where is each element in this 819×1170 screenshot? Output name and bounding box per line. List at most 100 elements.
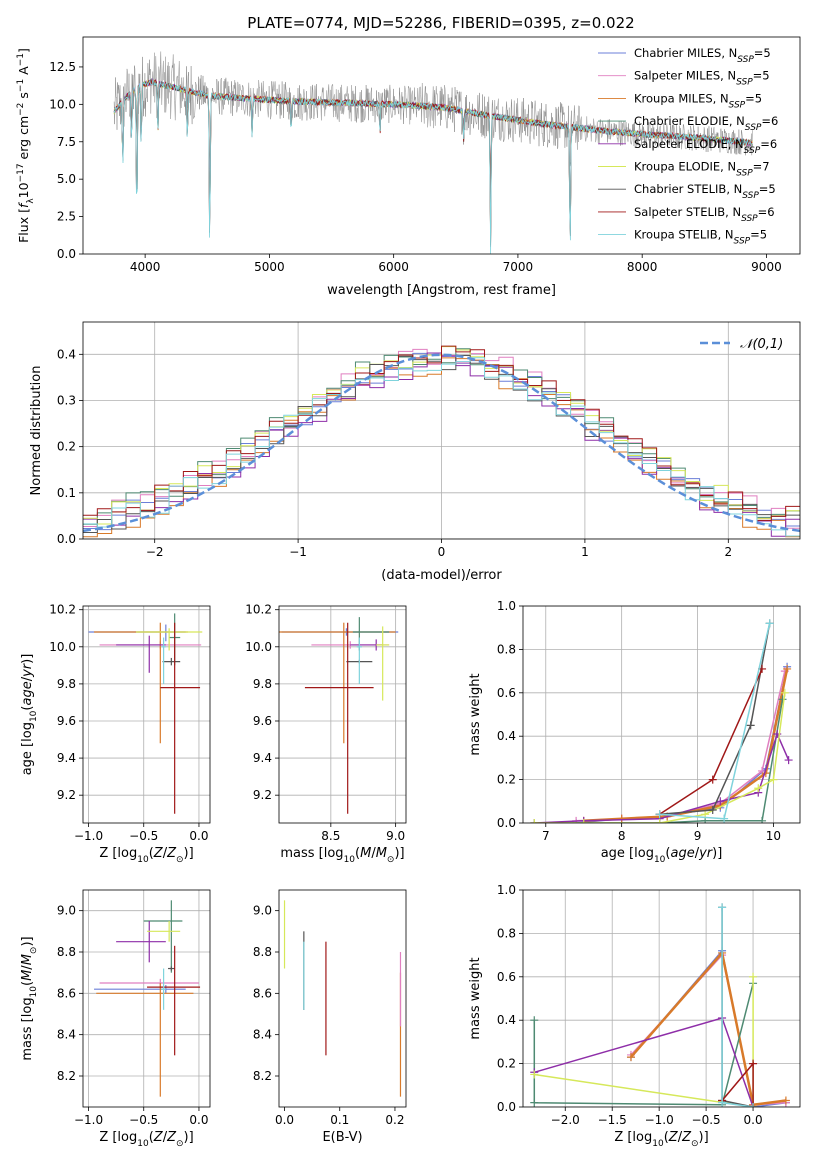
y-axis-label: mass [log10(M/M⊙)]: [20, 936, 39, 1060]
x-tick-label: 2: [724, 545, 732, 559]
y-tick-label: 0.0: [497, 816, 516, 830]
axes-mass_vs_Z: −1.0 −0.5 0.0 8.2 8.4 8.6 8.8 9.0 Z [log10(Z/Z⊙)…: [20, 889, 211, 1149]
series-line-salpeter-elodie: [534, 1017, 754, 1107]
y-tick-label: 10.0: [245, 640, 272, 654]
axes-frame: [82, 605, 211, 824]
series-line-salpeter-stelib: [659, 668, 763, 815]
y-tick-label: 12.5: [49, 60, 76, 74]
y-tick-label: 0.8: [497, 926, 516, 940]
y-tick-label: 10.2: [49, 603, 76, 617]
x-tick-label: −2: [146, 545, 164, 559]
y-tick-label: 9.6: [57, 714, 76, 728]
x-axis-label: wavelength [Angstrom, rest frame]: [327, 283, 556, 298]
y-tick-label: 8.2: [253, 1069, 272, 1083]
x-tick-label: 5000: [254, 260, 285, 274]
y-tick-label: 8.4: [57, 1028, 76, 1042]
series-point: [716, 797, 725, 806]
series-point: [720, 814, 729, 823]
y-axis-label: age [log10(age/yr)]: [20, 654, 39, 776]
x-axis-label: Z [log10(Z/Z⊙)]: [99, 1130, 193, 1149]
y-tick-label: 0.4: [57, 347, 76, 361]
legend-entry: Chabrier STELIB, NSSP=5: [634, 182, 776, 201]
series-point: [718, 1098, 727, 1107]
series-point: [530, 1098, 539, 1107]
series-point: [758, 816, 767, 823]
y-tick-label: 8.4: [253, 1028, 272, 1042]
x-tick-label: −1.0: [74, 829, 103, 843]
y-tick-label: 0.0: [57, 247, 76, 261]
axes-age_vs_mass: 8.5 9.0 9.2 9.4 9.6 9.8 10.0 10.2 mass [log10(M/…: [245, 603, 407, 865]
x-tick-label: 0.0: [744, 1113, 763, 1127]
x-tick-label: 0.1: [330, 1113, 349, 1127]
y-tick-label: 0.0: [57, 532, 76, 546]
y-tick-label: 0.2: [497, 773, 516, 787]
y-tick-label: 0.3: [57, 393, 76, 407]
y-axis-label: Flux [fλ10−17 erg cm−2 s−1 A−1]: [16, 48, 36, 243]
x-tick-label: 8000: [627, 260, 658, 274]
x-tick-label: 1: [581, 545, 589, 559]
x-axis-label: Z [log10(Z/Z⊙)]: [614, 1130, 708, 1149]
x-tick-label: 8.5: [321, 829, 340, 843]
series-point: [530, 819, 539, 823]
x-tick-label: −1.0: [74, 1113, 103, 1127]
legend-entry: Chabrier MILES, NSSP=5: [634, 46, 771, 65]
axes-age_vs_Z: −1.0 −0.5 0.0 9.2 9.4 9.6 9.8 10.0 10.2 Z [log10(…: [20, 603, 211, 865]
y-tick-label: 8.8: [57, 945, 76, 959]
series-point: [749, 972, 758, 981]
series-point: [780, 688, 789, 697]
x-tick-label: −1.0: [645, 1113, 674, 1127]
series-line-chabrier-elodie: [533, 983, 754, 1106]
plot-area-massweight_vs_age: [523, 606, 800, 823]
series-point: [781, 1096, 790, 1105]
y-tick-label: 7.5: [57, 135, 76, 149]
x-tick-label: −2.0: [551, 1113, 580, 1127]
y-tick-label: 9.8: [253, 677, 272, 691]
y-tick-label: 9.6: [253, 714, 272, 728]
plot-area-mass_vs_EBV: [283, 900, 402, 1097]
plot-area-mass_vs_Z: [83, 890, 210, 1107]
x-tick-label: −0.5: [129, 829, 158, 843]
y-tick-label: 8.8: [253, 945, 272, 959]
x-tick-label: 0.2: [385, 1113, 404, 1127]
y-tick-label: 9.2: [57, 788, 76, 802]
legend-entry: Salpeter ELODIE, NSSP=6: [634, 137, 777, 156]
x-axis-label: (data-model)/error: [381, 568, 502, 583]
axes-frame: [82, 889, 211, 1108]
y-tick-label: 0.6: [497, 970, 516, 984]
x-tick-label: 0: [438, 545, 446, 559]
legend-entry: Salpeter MILES, NSSP=5: [634, 69, 770, 88]
x-tick-label: 9: [694, 829, 702, 843]
x-tick-label: 8: [618, 829, 626, 843]
plot-area-spectrum: [113, 51, 754, 254]
axes-massweight_vs_Z: −2.0 −1.5 −1.0 −0.5 0.0 0.0 0.2 0.4 0.6 0.8 1.0 Z […: [468, 883, 801, 1149]
series-line-chabrier-stelib: [659, 623, 771, 816]
legend-entry: Kroupa ELODIE, NSSP=7: [634, 160, 770, 179]
plot-area-massweight_vs_Z: [523, 890, 800, 1107]
y-tick-label: 0.1: [57, 486, 76, 500]
x-tick-label: −1: [289, 545, 307, 559]
axes-massweight_vs_age: 7 8 9 10 0.0 0.2 0.4 0.6 0.8 1.0 age [log10(age/yr…: [468, 599, 801, 865]
series-point: [783, 664, 792, 673]
y-axis-label: mass weight: [468, 673, 483, 755]
x-tick-label: 9.0: [386, 829, 405, 843]
x-axis-label: Z [log10(Z/Z⊙)]: [99, 846, 193, 865]
y-tick-label: 1.0: [497, 883, 516, 897]
series-point: [708, 775, 717, 784]
x-tick-label: −0.5: [129, 1113, 158, 1127]
y-tick-label: 8.6: [253, 986, 272, 1000]
model-line-kroupa-stelib: [113, 79, 753, 254]
x-tick-label: 7: [542, 829, 550, 843]
axes-frame: [522, 889, 801, 1108]
gaussian-reference-line: [83, 353, 800, 533]
legend-entry: Kroupa STELIB, NSSP=5: [634, 228, 767, 247]
series-line-kroupa-elodie: [534, 976, 754, 1107]
series-point: [765, 619, 774, 628]
series-point: [769, 775, 778, 784]
axes-frame: [82, 36, 801, 255]
y-tick-label: 0.2: [497, 1057, 516, 1071]
axes-residuals: −2 −1 0 1 2 0.0 0.1 0.2 0.3 0.4 (data-model)/error…: [29, 321, 801, 583]
y-tick-label: 0.4: [497, 729, 516, 743]
plot-area-age_vs_mass: [279, 606, 406, 823]
series-point: [749, 1059, 758, 1068]
